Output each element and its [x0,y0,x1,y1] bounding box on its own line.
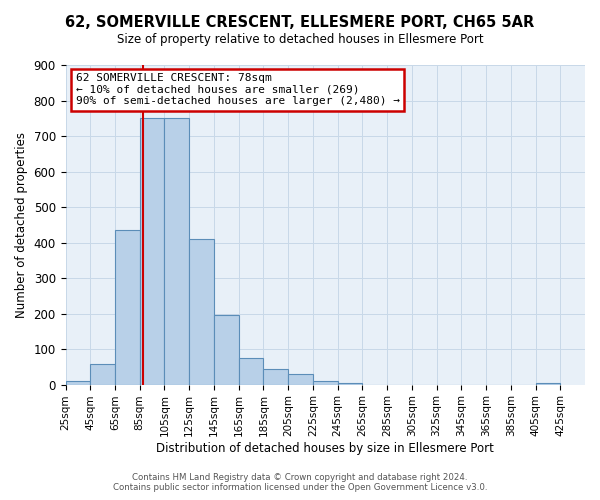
Bar [164,118,189,384]
Bar [115,230,140,384]
Text: 62 SOMERVILLE CRESCENT: 78sqm
← 10% of detached houses are smaller (269)
90% of : 62 SOMERVILLE CRESCENT: 78sqm ← 10% of d… [76,73,400,106]
Text: 62, SOMERVILLE CRESCENT, ELLESMERE PORT, CH65 5AR: 62, SOMERVILLE CRESCENT, ELLESMERE PORT,… [65,15,535,30]
Bar [536,383,560,384]
Bar [189,239,214,384]
Bar [214,314,239,384]
Bar [338,383,362,384]
Bar [263,368,288,384]
Bar [239,358,263,384]
Bar [288,374,313,384]
Bar [140,118,164,384]
Y-axis label: Number of detached properties: Number of detached properties [15,132,28,318]
Bar [65,381,90,384]
Bar [313,381,338,384]
X-axis label: Distribution of detached houses by size in Ellesmere Port: Distribution of detached houses by size … [157,442,494,455]
Bar [90,364,115,384]
Text: Size of property relative to detached houses in Ellesmere Port: Size of property relative to detached ho… [116,32,484,46]
Text: Contains HM Land Registry data © Crown copyright and database right 2024.
Contai: Contains HM Land Registry data © Crown c… [113,473,487,492]
